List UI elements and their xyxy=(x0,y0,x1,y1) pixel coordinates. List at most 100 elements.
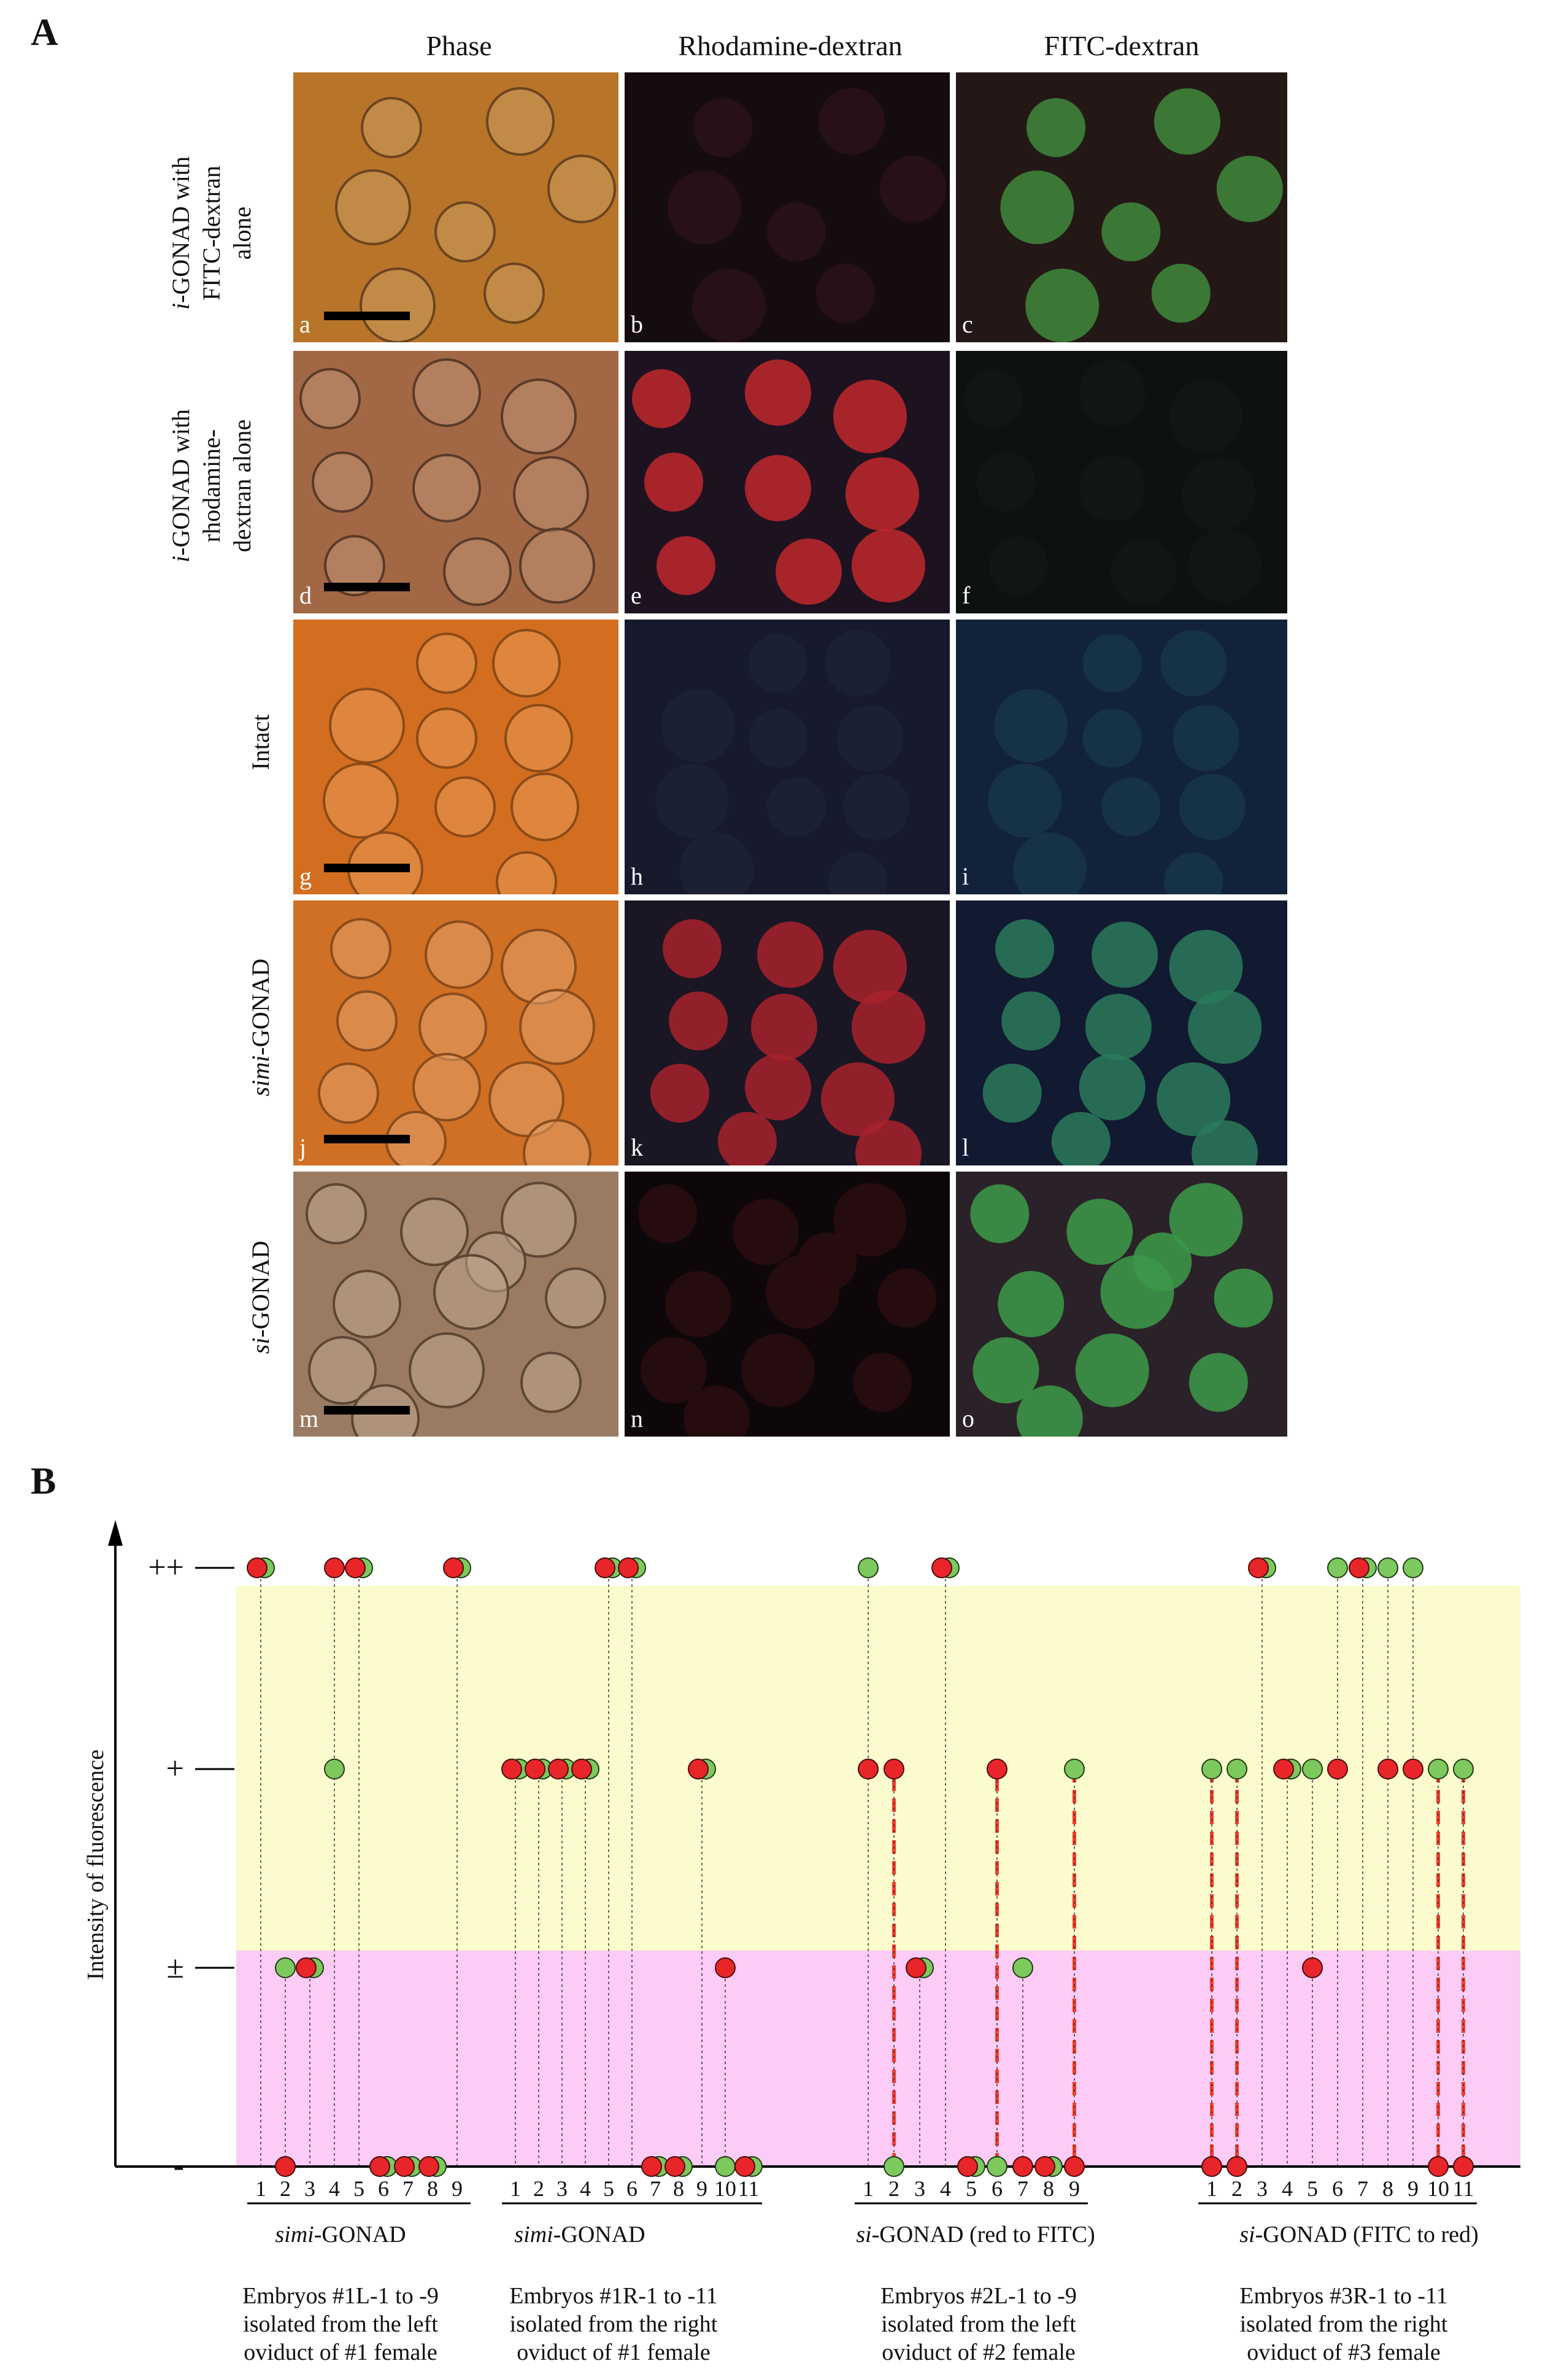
micrograph-f: f xyxy=(956,351,1287,613)
embryo-number-label: 5 xyxy=(1307,2176,1318,2201)
embryo-number-label: 3 xyxy=(557,2176,568,2201)
red-rhodamine-dot xyxy=(1327,1759,1348,1779)
micrograph-b: b xyxy=(625,72,950,342)
red-rhodamine-dot xyxy=(1377,1759,1398,1779)
red-rhodamine-dot xyxy=(1248,1557,1269,1578)
red-rhodamine-dot xyxy=(734,2156,755,2177)
group-caption-line: isolated from the right xyxy=(510,2311,718,2337)
micrograph-e: e xyxy=(625,351,950,613)
panel-label-f: f xyxy=(962,582,971,609)
green-fitc-dot xyxy=(987,2156,1007,2177)
panel-label-l: l xyxy=(962,1134,969,1161)
scale-bar xyxy=(324,312,410,320)
group-caption-line: isolated from the right xyxy=(1240,2311,1448,2337)
micrograph-c: c xyxy=(956,72,1287,342)
embryo-number-label: 8 xyxy=(1382,2176,1393,2201)
embryo-number-label: 3 xyxy=(1257,2176,1268,2201)
panel-label-i: i xyxy=(962,862,969,890)
column-header-fitc: FITC-dextran xyxy=(1044,30,1200,61)
panel-label-h: h xyxy=(631,862,643,890)
embryo-number-label: 5 xyxy=(603,2176,614,2201)
red-rhodamine-dot xyxy=(1064,2156,1085,2177)
embryo-number-label: 9 xyxy=(696,2176,707,2201)
group-caption-line: isolated from the left xyxy=(243,2311,438,2337)
embryo-number-label: 4 xyxy=(940,2176,951,2201)
red-rhodamine-dot xyxy=(688,1759,709,1779)
embryo-number-label: 1 xyxy=(255,2176,266,2201)
embryo-number-label: 8 xyxy=(427,2176,438,2201)
y-tick-label: ++ xyxy=(148,1550,184,1585)
embryo-number-label: 10 xyxy=(1427,2176,1449,2201)
embryo-number-label: 9 xyxy=(1069,2176,1080,2201)
red-rhodamine-dot xyxy=(858,1759,879,1779)
embryo-number-label: 4 xyxy=(580,2176,591,2201)
embryo-number-label: 2 xyxy=(888,2176,899,2201)
micrograph-l: l xyxy=(956,900,1287,1165)
red-rhodamine-dot xyxy=(595,1557,615,1578)
green-fitc-dot xyxy=(715,2156,736,2177)
micrograph-h: h xyxy=(625,620,950,894)
embryo-number-label: 4 xyxy=(1282,2176,1293,2201)
green-fitc-dot xyxy=(324,1759,345,1779)
embryo-number-label: 7 xyxy=(650,2176,661,2201)
panel-label-c: c xyxy=(962,310,973,338)
red-rhodamine-dot xyxy=(1034,2156,1055,2177)
red-rhodamine-dot xyxy=(394,2156,415,2177)
red-rhodamine-dot xyxy=(931,1557,952,1578)
embryo-number-label: 1 xyxy=(863,2176,874,2201)
column-header-phase: Phase xyxy=(426,30,492,61)
green-fitc-dot xyxy=(1064,1759,1085,1779)
red-rhodamine-dot xyxy=(324,1557,345,1578)
green-fitc-dot xyxy=(1012,1957,1033,1978)
green-fitc-dot xyxy=(1428,1759,1449,1779)
group-caption-line: isolated from the left xyxy=(881,2311,1076,2337)
group-caption-line: Embryos #1R-1 to -11 xyxy=(509,2283,718,2309)
red-rhodamine-dot xyxy=(715,1957,736,1978)
red-rhodamine-dot xyxy=(501,1759,522,1779)
panel-a-letter: A xyxy=(31,12,58,53)
embryo-number-label: 7 xyxy=(402,2176,414,2201)
panel-label-e: e xyxy=(631,582,642,609)
red-rhodamine-dot xyxy=(247,1557,268,1578)
micrograph-m: m xyxy=(293,1172,618,1437)
red-rhodamine-dot xyxy=(369,2156,390,2177)
panel-label-m: m xyxy=(299,1405,319,1432)
y-axis-label: Intensity of fluorescence xyxy=(83,1749,109,1980)
micrograph-o: o xyxy=(956,1172,1287,1437)
group-title: simi-GONAD xyxy=(275,2222,406,2248)
red-rhodamine-dot xyxy=(664,2156,685,2177)
embryo-number-label: 3 xyxy=(304,2176,315,2201)
green-fitc-dot xyxy=(884,2156,904,2177)
red-rhodamine-dot xyxy=(548,1759,569,1779)
red-rhodamine-dot xyxy=(987,1759,1007,1779)
scale-bar xyxy=(324,1135,410,1143)
red-rhodamine-dot xyxy=(275,2156,296,2177)
red-rhodamine-dot xyxy=(957,2156,978,2177)
embryo-number-label: 5 xyxy=(353,2176,364,2201)
y-tick-label: + xyxy=(166,1751,184,1786)
embryo-number-label: 4 xyxy=(329,2176,340,2201)
group-caption-line: oviduct of #3 female xyxy=(1247,2340,1441,2365)
red-rhodamine-dot xyxy=(884,1759,904,1779)
green-fitc-dot xyxy=(1201,1759,1222,1779)
micrograph-a: a xyxy=(293,72,618,342)
group-title: si-GONAD (red to FITC) xyxy=(856,2222,1095,2248)
green-fitc-dot xyxy=(1403,1557,1423,1578)
embryo-number-label: 10 xyxy=(714,2176,736,2201)
green-fitc-dot xyxy=(1377,1557,1398,1578)
red-rhodamine-dot xyxy=(1453,2156,1474,2177)
red-rhodamine-dot xyxy=(418,2156,439,2177)
micrograph-i: i xyxy=(956,620,1287,894)
red-rhodamine-dot xyxy=(1403,1759,1423,1779)
embryo-number-label: 6 xyxy=(1332,2176,1343,2201)
embryo-number-label: 7 xyxy=(1357,2176,1368,2201)
red-rhodamine-dot xyxy=(1302,1957,1323,1978)
red-rhodamine-dot xyxy=(1349,1557,1369,1578)
green-fitc-dot xyxy=(1302,1759,1323,1779)
embryo-number-label: 7 xyxy=(1017,2176,1028,2201)
red-rhodamine-dot xyxy=(1201,2156,1222,2177)
micrograph-j: j xyxy=(293,900,618,1165)
red-rhodamine-dot xyxy=(296,1957,317,1978)
panel-label-n: n xyxy=(631,1405,643,1432)
